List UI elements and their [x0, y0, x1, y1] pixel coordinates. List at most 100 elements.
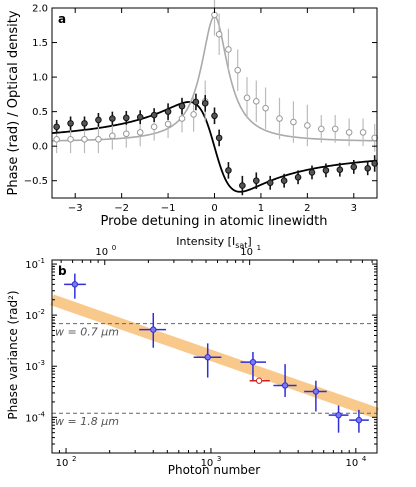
panel-a-ytick-label: −0.5	[24, 176, 48, 187]
reference-line-label: w = 0.7 μm	[55, 326, 119, 339]
open-data-point	[290, 118, 297, 126]
open-data-point	[243, 94, 251, 102]
open-data-point	[81, 135, 88, 143]
filled-data-point	[122, 114, 130, 122]
panel-b-ytick-exponent: -1	[38, 257, 45, 265]
filled-data-point	[364, 164, 372, 172]
panel-a-xtick-label: −3	[68, 203, 83, 214]
open-data-point	[262, 104, 269, 112]
open-data-point	[331, 125, 339, 133]
filled-data-point	[178, 102, 186, 110]
filled-data-point	[201, 100, 209, 107]
filled-data-point	[150, 111, 158, 119]
panel-b-points	[64, 273, 369, 433]
panel-b-ytick-exponent: -2	[38, 308, 45, 316]
filled-data-point	[215, 134, 223, 142]
filled-data-point	[239, 182, 246, 189]
open-data-point	[317, 125, 325, 133]
panel-b-top-tick-label: 10	[95, 247, 108, 258]
open-data-point	[252, 97, 260, 105]
panel-b-ytick-exponent: -3	[38, 359, 45, 367]
panel-b-label: b	[58, 264, 67, 278]
data-point	[249, 358, 257, 366]
panel-b-ytick-label: 10	[25, 362, 38, 373]
filled-data-point	[192, 98, 200, 106]
open-data-point	[345, 129, 353, 136]
panel-b-top-tick-exponent: 1	[257, 244, 261, 252]
data-point	[312, 388, 320, 395]
panel-a-xtick-label: 3	[351, 203, 357, 214]
filled-data-point	[252, 177, 260, 185]
filled-data-point	[109, 115, 116, 122]
panel-b-xlabel: Photon number	[168, 463, 261, 477]
open-data-point	[304, 122, 311, 129]
panel-b-ytick-label: 10	[25, 413, 38, 424]
panel-b-xtick-label: 10	[56, 458, 69, 469]
panel-a-label: a	[58, 12, 66, 26]
panel-a-ytick-label: 0.5	[32, 107, 48, 118]
panel-a-ytick-label: 1.5	[32, 38, 48, 49]
filled-data-point	[164, 108, 172, 115]
panel-a-fit-curve-dispersion	[51, 101, 378, 193]
panel-b-reference-lines: w = 0.7 μm w = 1.8 μm	[52, 323, 377, 428]
filled-data-point	[308, 169, 316, 176]
panel-b-xtick-exponent: 4	[362, 455, 367, 463]
panel-b-ytick-label: 10	[25, 260, 38, 271]
panel-b-xtick-exponent: 3	[217, 455, 221, 463]
panel-b-top-tick-label: 10	[240, 247, 253, 258]
filled-data-point	[266, 179, 274, 187]
panel-a-ytick-label: 1.0	[32, 73, 48, 84]
data-point	[335, 411, 342, 419]
panel-b-ylabel: Phase variance (rad²)	[6, 290, 20, 419]
panel-a: −3 −2 −1 0 1 2 3 −0.5 0.0 0.5 1.0 1.5 2.0 a Probe de…	[6, 0, 378, 229]
data-point	[255, 377, 263, 384]
open-data-point	[215, 30, 223, 38]
panel-b-top-xlabel: Intensity [Isat]	[176, 235, 251, 250]
panel-b-frame	[51, 259, 378, 454]
filled-data-point	[136, 113, 144, 121]
panel-a-xtick-label: 0	[211, 203, 217, 214]
panel-b-xtick-exponent: 2	[72, 455, 76, 463]
filled-data-point	[294, 173, 302, 181]
open-data-point	[190, 111, 197, 118]
panel-b-xtick-label: 10	[201, 458, 214, 469]
panel-b-ticks: 10 2 10 3 10 410 -110 -210 -310 -410 0 10 1	[25, 244, 377, 469]
open-data-point	[359, 129, 367, 136]
open-data-point	[164, 120, 172, 128]
open-data-point	[95, 135, 102, 143]
filled-data-point	[322, 167, 330, 174]
data-point	[281, 382, 289, 389]
panel-a-ytick-label: 2.0	[32, 4, 48, 15]
panel-a-series	[53, 0, 378, 196]
open-data-point	[178, 115, 186, 122]
open-data-point	[122, 130, 130, 138]
panel-b-xtick-label: 10	[345, 458, 358, 469]
open-data-point	[109, 132, 116, 140]
panel-a-xtick-label: 1	[258, 203, 264, 214]
filled-data-point	[280, 177, 288, 185]
open-data-point	[276, 115, 283, 122]
filled-data-point	[81, 120, 88, 127]
panel-b: w = 0.7 μmw = 1.8 μm 10 2 10 3 10 410 -110 -210…	[6, 235, 379, 477]
filled-data-point	[95, 116, 102, 124]
panel-a-xtick-label: −2	[114, 203, 129, 214]
panel-a-ylabel: Phase (rad) / Optical density	[6, 10, 21, 195]
data-point	[150, 326, 157, 333]
panel-b-top-tick-exponent: 0	[112, 244, 116, 252]
data-point	[71, 281, 79, 288]
open-data-point	[136, 129, 144, 136]
filled-data-point	[67, 120, 74, 127]
open-data-point	[225, 46, 232, 53]
data-point	[204, 354, 211, 361]
filled-data-point	[211, 112, 218, 120]
panel-a-xtick-label: 2	[304, 203, 310, 214]
panel-a-xtick-label: −1	[161, 203, 176, 214]
filled-data-point	[225, 167, 232, 174]
open-data-point	[67, 135, 74, 143]
reference-line-label: w = 1.8 μm	[55, 415, 119, 428]
filled-data-point	[336, 166, 344, 173]
open-data-point	[234, 66, 242, 74]
open-data-point	[53, 135, 60, 143]
panel-a-ytick-label: 0.0	[32, 142, 48, 153]
filled-data-point	[53, 123, 60, 131]
